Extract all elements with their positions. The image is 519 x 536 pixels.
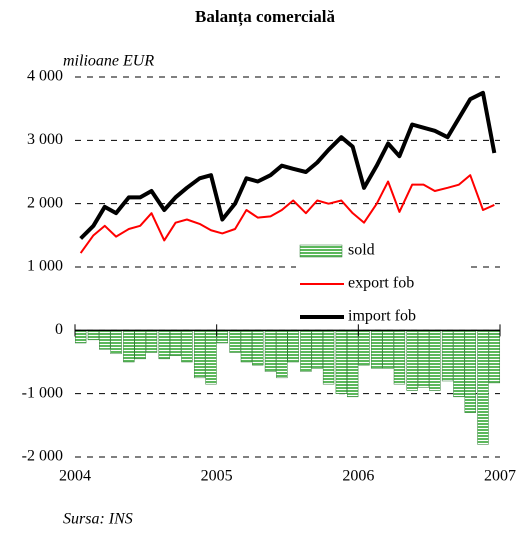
bar [74, 330, 87, 344]
y-tick-label: 4 000 [27, 68, 63, 85]
bar [322, 330, 335, 385]
y-tick-label: 2 000 [27, 194, 63, 211]
bar [417, 330, 430, 388]
bar [311, 330, 323, 369]
line [79, 90, 497, 240]
y-axis-label: milioane EUR [63, 53, 154, 70]
legend-label: import fob [348, 308, 416, 325]
bar [335, 330, 348, 394]
x-tick-label: 2006 [342, 468, 374, 485]
source-note: Sursa: INS [63, 511, 133, 528]
x-tick-label: 2007 [484, 468, 516, 485]
y-tick-label: -2 000 [22, 448, 63, 465]
bar [371, 330, 383, 369]
bar [252, 330, 264, 366]
bar [99, 330, 111, 350]
y-tick-label: -1 000 [22, 384, 63, 401]
bar [158, 330, 170, 360]
bar [193, 330, 206, 379]
y-tick-label: 0 [55, 321, 63, 338]
bar [169, 330, 182, 356]
y-tick-label: 1 000 [27, 258, 63, 275]
y-tick-label: 3 000 [27, 131, 63, 148]
bar [145, 330, 158, 353]
chart-title: Balanța comercială [195, 7, 335, 27]
bar [393, 330, 406, 385]
bar [229, 330, 241, 353]
bar [205, 330, 217, 385]
bar [488, 330, 501, 384]
line [79, 174, 495, 254]
bar [406, 330, 418, 391]
bar [464, 330, 476, 413]
bar [287, 330, 299, 363]
bar [429, 330, 441, 391]
bar [346, 330, 359, 398]
legend-label: sold [348, 242, 375, 259]
bar [240, 330, 253, 363]
bar [110, 330, 122, 355]
bar [123, 330, 135, 363]
legend-label: export fob [348, 275, 414, 292]
bar [382, 330, 394, 369]
bar [441, 330, 454, 382]
bar [276, 330, 288, 379]
bar [181, 330, 193, 363]
x-tick-label: 2005 [201, 468, 233, 485]
bar [134, 330, 146, 360]
legend-swatch [299, 244, 343, 258]
bar [358, 330, 370, 366]
bar [216, 330, 229, 344]
bar [300, 330, 312, 372]
bar [264, 330, 277, 372]
bar [453, 330, 465, 398]
x-tick-label: 2004 [59, 468, 91, 485]
bar [87, 330, 100, 341]
bar [477, 330, 489, 445]
